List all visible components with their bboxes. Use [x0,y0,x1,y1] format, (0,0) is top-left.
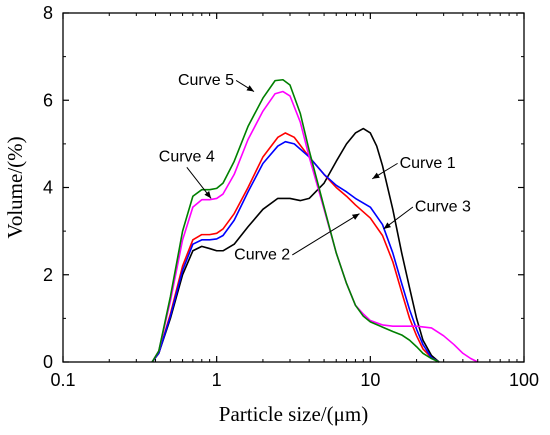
y-tick-label: 0 [43,352,53,372]
axis-ticks: 0.1 1 10 100 0 2 4 6 8 [43,3,539,390]
series-line-4 [151,90,479,363]
curve-annotation-label: Curve 5 [178,72,234,89]
y-tick-label: 2 [43,265,53,285]
annotation-arrowhead [246,85,255,92]
curve-annotation-label: Curve 3 [415,198,471,215]
series-line-3 [151,140,440,363]
y-axis-title: Volume/(%) [3,136,27,238]
annotation-arrow-line [292,213,360,256]
curve-annotation-label: Curve 2 [234,246,290,263]
annotation-arrowhead [383,222,392,229]
curve-annotations: Curve 1 Curve 3 Curve 2 Curve 4 Curve 5 [159,72,471,264]
annotation-arrowhead [372,172,380,179]
plot-area [151,78,479,363]
curve-annotation-label: Curve 4 [159,148,215,165]
series-line-1 [151,127,440,363]
y-tick-label: 8 [43,3,53,23]
series-line-2 [151,132,440,363]
annotation-arrowhead [351,213,360,220]
x-tick-label: 100 [509,370,539,390]
series-line-5 [151,78,440,363]
y-tick-label: 6 [43,90,53,110]
x-tick-label: 1 [212,370,222,390]
x-tick-label: 0.1 [50,370,75,390]
plot-frame [62,12,525,363]
x-axis-title: Particle size/(μm) [219,402,368,426]
x-tick-label: 10 [360,370,380,390]
annotation-arrowhead [204,191,212,199]
curve-annotation-label: Curve 1 [400,155,456,172]
y-tick-label: 4 [43,178,53,198]
